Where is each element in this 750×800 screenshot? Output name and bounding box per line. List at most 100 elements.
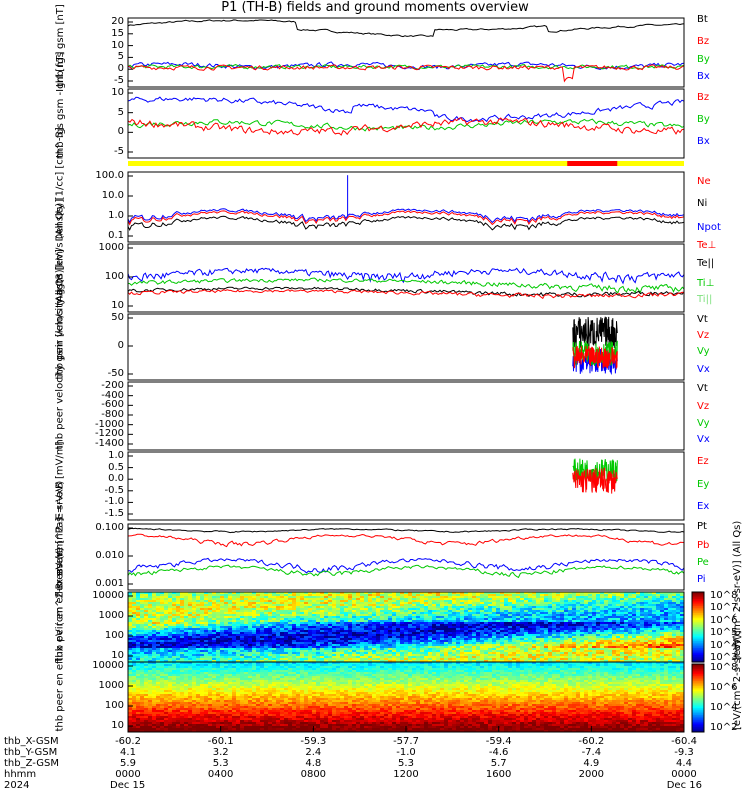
y-tick-label: 0.1	[108, 230, 124, 241]
panel-frame	[127, 523, 685, 591]
x-axis-value: 4.1	[120, 747, 136, 758]
y-tick-label: -200	[101, 380, 124, 391]
y-tick-label: -1.0	[104, 496, 124, 508]
legend-entry: By	[697, 114, 710, 125]
y-tick-label: 10000	[92, 590, 124, 601]
legend-entry: Te⊥	[697, 240, 717, 251]
legend-entry: Vz	[697, 330, 710, 341]
y-tick-label: 5	[117, 106, 124, 118]
series-line-ni	[127, 215, 685, 231]
x-axis-value: -57.7	[393, 736, 419, 747]
x-axis-value: -60.2	[115, 736, 141, 747]
x-axis-value: -59.4	[485, 736, 512, 747]
legend-entry: Vy	[697, 346, 710, 357]
legend-entry: Pe	[697, 557, 709, 568]
x-axis-value: 5.3	[398, 758, 414, 769]
legend-entry: By	[697, 54, 710, 65]
y-tick-label: -5	[114, 146, 124, 157]
y-axis-label: thb peer en eflux eV (cm^2-s- sr-eV)	[54, 547, 66, 732]
legend-entry: Ey	[697, 479, 710, 490]
colorbar-tick-label: 10^6	[710, 614, 738, 626]
x-axis-value: 0400	[207, 769, 234, 780]
colorbar-tick-label: 10^7	[710, 602, 738, 614]
x-axis-value: 2000	[578, 769, 605, 780]
y-tick-label: 100	[104, 700, 124, 711]
y-tick-label: 10	[111, 650, 124, 661]
y-tick-label: 0.010	[95, 550, 124, 561]
series-line-npot	[127, 208, 685, 224]
legend-entry: Ti||	[697, 294, 713, 305]
y-tick-label: 100	[104, 630, 124, 641]
series-line-bz	[127, 117, 685, 136]
x-axis-value: 1600	[485, 769, 512, 780]
y-axis-label: thb peer velocity gsm [km/s (All Qs)]	[54, 265, 66, 450]
y-tick-label: 0.5	[108, 461, 124, 473]
status-bar-yellow	[128, 161, 684, 166]
y-tick-label: 10.0	[101, 190, 124, 201]
y-tick-label: 15	[111, 27, 124, 39]
y-tick-label: 10	[111, 300, 124, 311]
series-line-bx	[127, 96, 685, 123]
chart-title: P1 (TH-B) fields and ground moments over…	[221, 0, 529, 15]
x-axis-value: 4.9	[583, 758, 600, 769]
legend-entry: Vx	[697, 364, 710, 375]
y-tick-label: 10	[111, 87, 124, 98]
series-line-pe	[127, 564, 685, 579]
panel-frame	[127, 313, 685, 381]
x-axis-value: -60.2	[578, 736, 605, 747]
x-axis-value: 0800	[300, 769, 327, 780]
series-line-ti-par	[127, 267, 685, 285]
series-line-vz	[572, 345, 618, 369]
y-tick-label: 0.100	[95, 522, 124, 533]
y-tick-label: 0	[117, 340, 124, 351]
y-tick-label: 100	[104, 271, 124, 282]
x-axis-value: 0000	[115, 769, 141, 780]
x-axis-value: -59.3	[300, 736, 327, 747]
colorbar-tick-label: 10^4	[710, 702, 738, 713]
x-axis-row-label: thb_Y-GSM	[4, 747, 58, 758]
legend-entry: Ni	[697, 198, 708, 209]
legend-entry: Bx	[697, 136, 710, 147]
legend-entry: Te||	[697, 258, 715, 269]
legend-entry: Vt	[697, 383, 708, 394]
series-line-pb	[127, 533, 685, 548]
y-tick-label: -400	[101, 389, 124, 401]
panel-frame	[127, 17, 685, 88]
x-axis-value: Dec 15	[110, 780, 146, 791]
x-axis-row-label: thb_X-GSM	[4, 736, 59, 747]
legend-entry: Bt	[697, 14, 708, 25]
y-tick-label: 0	[117, 126, 124, 138]
series-line-te-perp	[127, 289, 685, 300]
x-axis-value: 1200	[393, 769, 419, 780]
series-line-by	[127, 64, 685, 70]
series-line-by	[127, 118, 685, 132]
x-axis-value: 0000	[671, 769, 697, 780]
y-tick-label: -1400	[94, 438, 124, 449]
x-axis-value: -9.3	[674, 747, 694, 758]
ion-spectrogram	[128, 592, 685, 663]
y-tick-label: -800	[101, 409, 124, 420]
x-axis-value: -7.4	[581, 747, 602, 758]
x-axis-row-label: thb_Z-GSM	[4, 758, 59, 769]
y-tick-label: 0.0	[108, 473, 124, 485]
x-axis-value: 4.4	[676, 758, 692, 769]
series-line-te-par	[127, 286, 685, 298]
legend-entry: Vt	[697, 314, 708, 325]
legend-entry: Pb	[697, 540, 710, 551]
legend-entry: Ne	[697, 176, 711, 187]
colorbar-label: [eV/(cm^2-s-sr-eV)]	[732, 630, 743, 730]
y-tick-label: -600	[101, 399, 124, 411]
panel-frame	[127, 243, 685, 313]
y-tick-label: 20	[111, 16, 124, 27]
legend-entry: Vy	[697, 418, 710, 429]
y-tick-label: -1.5	[104, 508, 124, 519]
series-line-bz	[127, 64, 685, 83]
y-tick-label: 50	[111, 312, 124, 323]
ion-colorbar	[691, 591, 705, 663]
x-axis-value: 5.7	[490, 758, 507, 769]
colorbar-tick-label: 10^5	[710, 627, 738, 639]
y-tick-label: -0.5	[104, 484, 124, 496]
y-tick-label: -5	[114, 75, 124, 86]
y-tick-label: 1000	[98, 610, 124, 621]
colorbar-tick-label: 10^3	[710, 652, 738, 663]
